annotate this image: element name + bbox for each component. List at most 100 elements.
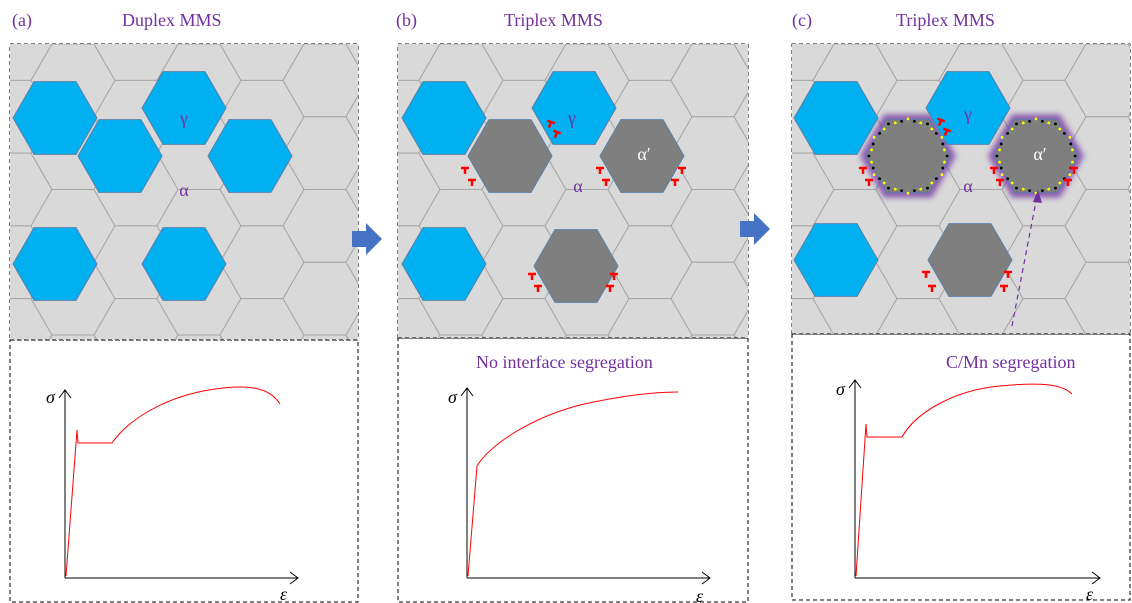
- panel-c-curve-frame: [791, 333, 1131, 601]
- solute-atom: [941, 142, 945, 146]
- ferrite-grain: [300, 334, 350, 340]
- panel-b-note: No interface segregation: [476, 352, 653, 372]
- solute-atom: [930, 181, 934, 185]
- ferrite-grain: [734, 371, 818, 444]
- ferrite-grain: [733, 164, 748, 215]
- solute-atom: [1058, 127, 1062, 131]
- ferrite-grain: [293, 0, 377, 44]
- solute-atom: [872, 173, 876, 177]
- solute-atom: [1041, 119, 1044, 123]
- martensite-grain: [865, 119, 951, 193]
- transition-arrow-icon: [352, 223, 382, 255]
- solute-atom: [1034, 117, 1038, 121]
- dislocation-icon: [859, 166, 867, 174]
- panel-b: (b) Triplex MMS γ α′ α No interface segr…: [293, 0, 818, 603]
- solute-atom: [878, 132, 881, 135]
- dislocation-icon: [678, 166, 686, 174]
- ferrite-grain: [220, 371, 304, 444]
- stress-axis-label: σ: [46, 387, 56, 407]
- ferrite-grain: [345, 313, 358, 340]
- solute-atom: [1071, 160, 1074, 164]
- ferrite-grain: [346, 371, 430, 444]
- austenite-grain: [531, 71, 617, 145]
- solute-atom: [900, 119, 903, 123]
- austenite-grain: [77, 119, 163, 193]
- solute-atom: [1068, 136, 1072, 139]
- solute-atom: [998, 148, 1001, 152]
- austenite-grain: [207, 119, 293, 193]
- solute-atom: [1010, 181, 1014, 185]
- solute-atom: [935, 177, 938, 181]
- segregation-pointer: [1011, 195, 1038, 327]
- solute-atom: [999, 142, 1003, 146]
- ferrite-grain: [876, 0, 960, 8]
- segregation-pointer-head: [1033, 190, 1042, 203]
- solute-atom: [1028, 189, 1031, 193]
- solute-atom: [930, 127, 934, 131]
- solute-atom: [1073, 154, 1077, 158]
- austenite-grain: [401, 81, 487, 155]
- dislocation-icon: [461, 166, 469, 174]
- panel-b-dislocations: [461, 119, 686, 292]
- solute-atom: [1000, 173, 1004, 177]
- panel-c-tag: (c): [792, 10, 812, 31]
- solute-atom: [995, 154, 999, 158]
- solute-atom: [913, 119, 916, 123]
- panel-a-title: Duplex MMS: [122, 10, 222, 30]
- panel-a: (a) Duplex MMS γ α σ ε: [0, 0, 430, 603]
- solute-atom: [919, 121, 923, 125]
- dislocation-icon: [865, 178, 873, 186]
- panel-c-phase-grains: [793, 71, 1079, 297]
- ferrite-grain: [439, 44, 483, 45]
- dislocation-icon: [610, 272, 618, 280]
- solute-atom: [887, 122, 890, 126]
- austenite-grain: [141, 227, 227, 301]
- alpha-label: α: [179, 180, 189, 200]
- ferrite-grain: [293, 408, 377, 481]
- dislocation-icon: [1000, 284, 1008, 292]
- ferrite-grain: [283, 408, 367, 481]
- dislocation-icon: [596, 166, 604, 174]
- ferrite-grain: [220, 0, 304, 8]
- ferrite-grain: [1127, 112, 1130, 122]
- ferrite-grain: [1127, 330, 1130, 334]
- solute-atom: [1047, 187, 1051, 191]
- ferrite-grain: [687, 0, 771, 44]
- panel-a-phase-grains: [12, 71, 293, 301]
- solute-atom: [999, 166, 1003, 170]
- solute-atom: [940, 136, 944, 139]
- dislocation-icon: [922, 270, 930, 278]
- dislocation-icon: [1070, 166, 1078, 174]
- ferrite-grain: [671, 408, 755, 481]
- ferrite-grain: [0, 0, 52, 8]
- dislocation-icon: [606, 284, 614, 292]
- ferrite-grain: [733, 309, 748, 338]
- ferrite-grain: [174, 334, 224, 340]
- alpha-prime-label: α′: [1033, 144, 1046, 164]
- austenite-grain: [12, 227, 98, 301]
- alpha-label: α: [573, 176, 583, 196]
- gamma-label: γ: [179, 108, 188, 128]
- ferrite-grain: [346, 0, 430, 8]
- solute-atom: [870, 148, 873, 152]
- ferrite-grain: [691, 44, 735, 45]
- austenite-grain: [793, 223, 879, 297]
- panel-c-dislocations: [859, 117, 1078, 292]
- dislocation-icon: [528, 272, 536, 280]
- martensite-grain: [599, 119, 685, 193]
- solute-atom: [1028, 119, 1031, 123]
- solute-atom: [882, 181, 886, 185]
- solute-atom: [945, 154, 949, 158]
- solute-atom: [1068, 173, 1072, 177]
- ferrite-grain: [482, 371, 566, 444]
- panel-b-curve-frame: [397, 337, 749, 603]
- dislocation-icon: [996, 178, 1004, 186]
- strain-axis-label: ε: [280, 584, 288, 603]
- solute-atom: [943, 160, 946, 164]
- ferrite-grain: [51, 44, 95, 45]
- ferrite-grain: [482, 0, 566, 8]
- ferrite-grain: [31, 408, 115, 481]
- solute-atom: [926, 122, 929, 126]
- dislocation-icon: [928, 284, 936, 292]
